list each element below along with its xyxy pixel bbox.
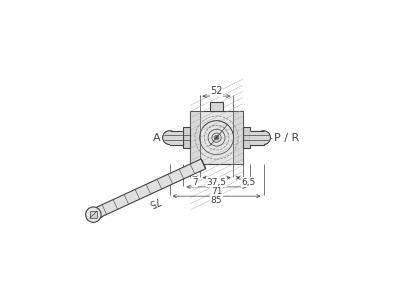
Bar: [250, 131, 264, 145]
Polygon shape: [91, 159, 206, 220]
Text: 71: 71: [211, 187, 222, 196]
Bar: [243, 127, 250, 148]
Text: 75: 75: [146, 195, 162, 209]
Text: 6,5: 6,5: [242, 178, 256, 187]
Bar: [210, 102, 223, 112]
Bar: [190, 112, 200, 164]
Text: 52: 52: [210, 86, 223, 96]
Circle shape: [86, 207, 101, 222]
Text: 7: 7: [192, 178, 198, 187]
Bar: [184, 127, 190, 148]
Bar: [90, 211, 97, 218]
Text: 85: 85: [211, 196, 222, 205]
Text: 37,5: 37,5: [206, 178, 226, 187]
Text: P / R: P / R: [274, 133, 299, 142]
Bar: [190, 112, 243, 164]
Circle shape: [163, 131, 176, 145]
Circle shape: [256, 131, 270, 145]
Text: A: A: [153, 133, 160, 142]
Bar: [170, 131, 184, 145]
Bar: [234, 112, 243, 164]
Bar: [170, 131, 184, 145]
Bar: [250, 131, 264, 145]
Circle shape: [215, 136, 218, 139]
